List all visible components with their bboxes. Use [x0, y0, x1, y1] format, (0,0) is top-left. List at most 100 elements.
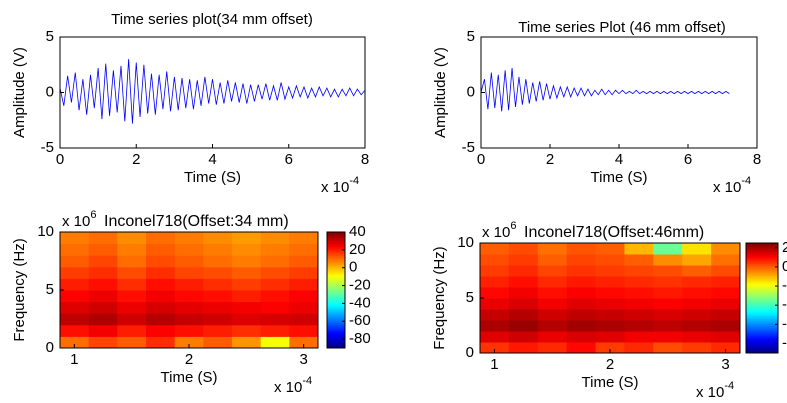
heat-cell	[146, 255, 176, 268]
colorbar-tick-label: -40	[349, 294, 371, 311]
heat-cell	[480, 276, 510, 288]
heat-cell	[711, 342, 741, 354]
heat-cell	[653, 243, 683, 255]
x-tick-label: 4	[615, 151, 623, 168]
heat-cell	[232, 266, 262, 279]
y-axis-label: Frequency (Hz)	[431, 246, 448, 349]
heat-cell	[60, 336, 90, 349]
colorbar-step	[327, 331, 345, 334]
colorbar-tick-label: -20	[782, 277, 787, 294]
scale-base: x 10	[321, 179, 349, 196]
heat-cell	[117, 243, 147, 256]
colorbar-step	[327, 311, 345, 314]
x-tick-label: 3	[721, 356, 729, 373]
heat-cell	[232, 278, 262, 291]
colorbar-tick-label: 20	[349, 241, 366, 258]
colorbar-step	[327, 282, 345, 285]
heat-cell	[653, 331, 683, 343]
heat-cell	[508, 342, 539, 354]
heat-cell	[232, 232, 262, 245]
heat-cell	[146, 290, 176, 303]
heat-cell	[508, 254, 539, 266]
colorbar-step	[746, 272, 778, 275]
heat-cell	[174, 301, 204, 314]
y-axis-label: Frequency (Hz)	[11, 238, 28, 341]
colorbar-tick-label: 20	[782, 239, 787, 256]
heat-cell	[203, 336, 233, 349]
heat-cell	[232, 324, 262, 337]
heat-cell	[146, 313, 176, 326]
colorbar-step	[327, 344, 345, 347]
colorbar-step	[327, 253, 345, 256]
y-axis-label: Amplitude (V)	[432, 47, 449, 138]
colorbar-step	[746, 311, 778, 314]
colorbar-step	[327, 346, 345, 349]
scale-exponent: -4	[724, 380, 734, 392]
heat-cell	[146, 266, 176, 279]
colorbar-step	[746, 335, 778, 338]
colorbar-step	[746, 292, 778, 295]
heat-cell	[653, 276, 683, 288]
colorbar-step	[746, 287, 778, 290]
colorbar-step	[327, 266, 345, 269]
x-axis-label: Time (S)	[161, 369, 218, 386]
x-tick-label: 1	[490, 356, 498, 373]
y-tick-label: -5	[41, 139, 54, 156]
heat-cell	[682, 265, 712, 277]
colorbar-step	[746, 243, 778, 246]
colorbar-step	[327, 241, 345, 244]
colorbar-step	[327, 309, 345, 313]
colorbar-step	[746, 296, 778, 299]
colorbar-step	[746, 328, 778, 332]
colorbar-step	[746, 334, 778, 337]
heat-cell	[88, 243, 118, 256]
axes-frame	[59, 36, 366, 149]
heat-cell	[60, 313, 90, 326]
heat-cell	[711, 243, 741, 255]
colorbar-step	[746, 346, 778, 349]
chart-title: Time series Plot (46 mm offset)	[518, 19, 726, 36]
colorbar-step	[327, 335, 345, 338]
colorbar-step	[746, 299, 778, 302]
heat-cell	[232, 336, 262, 349]
colorbar-step	[746, 349, 778, 352]
colorbar-step	[746, 310, 778, 313]
scale-base: x 10	[274, 379, 302, 396]
heat-cell	[203, 232, 233, 245]
scale-exponent: 6	[510, 220, 516, 232]
heat-cell	[117, 266, 147, 279]
heat-cell	[711, 331, 741, 343]
colorbar-step	[327, 302, 345, 305]
colorbar-step	[746, 347, 778, 350]
heat-cell	[595, 276, 625, 288]
scale-label: x 10-4	[696, 380, 734, 401]
y-tick-label: 5	[467, 28, 475, 45]
colorbar-step	[746, 320, 778, 323]
colorbar-step	[746, 275, 778, 278]
colorbar-step	[746, 291, 778, 294]
heat-cell	[289, 255, 319, 268]
heat-cell	[537, 342, 568, 354]
heat-cell	[146, 301, 176, 314]
colorbar-step	[746, 342, 778, 345]
scale-base: x 10	[62, 213, 90, 230]
heat-cell	[260, 255, 290, 268]
heat-cell	[203, 266, 233, 279]
colorbar-step	[327, 233, 345, 237]
x-tick-label: 8	[753, 151, 761, 168]
heat-cell	[174, 278, 204, 291]
colorbar-step	[746, 277, 778, 280]
heat-cell	[537, 298, 568, 310]
colorbar-step	[746, 325, 778, 328]
heat-cell	[566, 287, 597, 299]
heat-cell	[508, 320, 539, 332]
heat-cell	[595, 320, 625, 332]
colorbar-step	[746, 282, 778, 285]
x-axis-label: Time (S)	[184, 169, 241, 186]
x-tick-label: 2	[185, 351, 193, 368]
colorbar-step	[327, 242, 345, 246]
y-axis-label: Amplitude (V)	[11, 47, 28, 138]
colorbar-step	[746, 351, 778, 354]
heat-cell	[146, 336, 176, 349]
